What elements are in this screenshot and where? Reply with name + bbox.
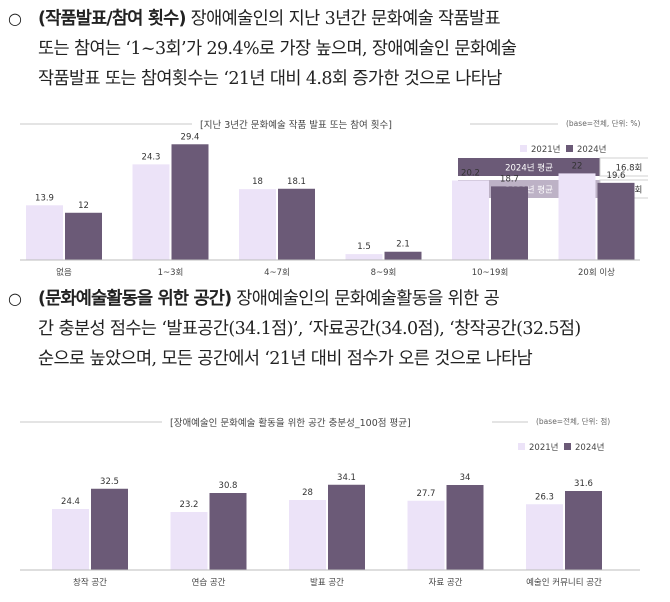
category-label: 20회 이상	[578, 267, 615, 278]
chart-svg: [장애예술인 문화예술 활동을 위한 공간 충분성_100점 평균] (base=…	[20, 416, 640, 588]
section1-line3: 작품발표 또는 참여횟수는 ‘21년 대비 4.8회 증가한 것으로 나타남	[38, 69, 502, 89]
summary-label-cell	[458, 158, 600, 176]
category-label: 없음	[56, 268, 72, 278]
bar-value-label: 24.3	[142, 152, 161, 162]
section2-heading: (문화예술활동을 위한 공간)	[38, 289, 232, 309]
chart-svg: [지난 3년간 문화예술 작품 발표 또는 참여 횟수] (base=전체, 단위…	[20, 118, 648, 278]
bar-2021	[289, 500, 326, 570]
category-label: 예술인 커뮤니티 공간	[526, 577, 602, 588]
category-label: 10~19회	[472, 268, 509, 278]
section2-line2: 간 충분성 점수는 ‘발표공간(34.1점)’, ‘자료공간(34.0점), ‘…	[38, 319, 581, 339]
section1-line2: 또는 참여는 ‘1~3회’가 29.4%로 가장 높으며, 장애예술인 문화예술	[38, 39, 517, 59]
bar-2024	[491, 186, 528, 260]
bar-value-label: 30.8	[219, 481, 238, 491]
summary-value: 16.8회	[616, 164, 643, 174]
category-label: 4~7회	[264, 268, 290, 278]
bar-2021	[52, 509, 89, 570]
bar-value-label: 13.9	[35, 193, 54, 203]
bar-2024	[171, 144, 209, 260]
bar-value-label: 32.5	[100, 477, 119, 487]
section1-heading: (작품발표/참여 횟수)	[38, 9, 186, 29]
legend-label: 2024년	[577, 144, 606, 155]
bar-2021	[526, 504, 563, 570]
bar-value-label: 27.7	[417, 489, 436, 499]
section2-line1: 장애예술인의 문화예술활동을 위한 공	[231, 289, 500, 309]
bullet-icon: ○	[8, 289, 22, 308]
bar-value-label: 28	[302, 488, 313, 498]
bar-2021	[239, 189, 276, 260]
section1-line1: 장애예술인의 지난 3년간 문화예술 작품발표	[185, 9, 501, 29]
bar-value-label: 19.6	[607, 171, 626, 181]
bar-2024	[278, 188, 315, 260]
legend-swatch	[564, 443, 571, 450]
legend-label: 2024년	[575, 442, 604, 453]
bar-2024	[65, 212, 102, 260]
bar-2024	[91, 488, 128, 570]
bar-2024	[565, 491, 602, 570]
section2-line3: 순으로 높았으며, 모든 공간에서 ‘21년 대비 점수가 오른 것으로 나타남	[38, 349, 533, 369]
chart-unit-note: (base=전체, 단위: 점)	[536, 416, 610, 426]
bar-value-label: 18.7	[500, 174, 519, 184]
summary-label: 2024년 평균	[505, 163, 553, 174]
bar-2021	[407, 500, 445, 570]
bar-value-label: 22	[572, 161, 583, 171]
legend-swatch	[566, 145, 573, 152]
category-label: 발표 공간	[310, 577, 344, 588]
bar-2024	[597, 182, 635, 260]
bar-value-label: 23.2	[180, 500, 199, 510]
bar-value-label: 2.1	[396, 240, 410, 250]
bar-2021	[26, 205, 63, 260]
bar-value-label: 18	[252, 177, 263, 187]
bar-value-label: 18.1	[287, 177, 306, 187]
bar-2021	[558, 173, 596, 260]
section1-paragraph: ○ (작품발표/참여 횟수) 장애예술인의 지난 3년간 문화예술 작품발표 또는…	[8, 4, 664, 94]
chart-title: [장애예술인 문화예술 활동을 위한 공간 충분성_100점 평균]	[170, 417, 411, 429]
bar-2021	[452, 180, 489, 260]
bar-value-label: 26.3	[535, 492, 554, 502]
bullet-icon: ○	[8, 9, 22, 28]
category-label: 8~9회	[371, 268, 397, 278]
category-label: 1~3회	[158, 268, 184, 278]
summary-label: 2021년 평균	[505, 185, 553, 196]
legend-swatch	[518, 443, 525, 450]
category-label: 창작 공간	[73, 577, 107, 588]
bar-2024	[209, 493, 247, 570]
bar-2021	[345, 254, 383, 260]
bar-2024	[328, 484, 365, 570]
summary-value-cell	[599, 157, 648, 177]
category-label: 자료 공간	[429, 577, 463, 588]
category-label: 연습 공간	[192, 577, 226, 588]
chart-space-sufficiency: [장애예술인 문화예술 활동을 위한 공간 충분성_100점 평균] (base=…	[18, 402, 648, 598]
bar-value-label: 34.1	[337, 473, 356, 483]
bar-value-label: 29.4	[181, 132, 200, 142]
bar-2021	[170, 512, 208, 570]
legend-label: 2021년	[531, 144, 560, 155]
section2-paragraph: ○ (문화예술활동을 위한 공간) 장애예술인의 문화예술활동을 위한 공 간 충…	[8, 284, 664, 374]
bar-2021	[132, 164, 170, 260]
bar-value-label: 31.6	[574, 479, 593, 489]
chart-participation-count: [지난 3년간 문화예술 작품 발표 또는 참여 횟수] (base=전체, 단위…	[18, 108, 648, 280]
bar-value-label: 34	[460, 473, 471, 483]
chart-unit-note: (base=전체, 단위: %)	[566, 118, 640, 128]
bar-value-label: 20.2	[461, 168, 480, 178]
bar-value-label: 24.4	[61, 497, 80, 507]
bar-2024	[446, 485, 484, 570]
legend-swatch	[520, 145, 527, 152]
bar-2024	[384, 251, 422, 260]
chart-title: [지난 3년간 문화예술 작품 발표 또는 참여 횟수]	[200, 119, 392, 131]
bar-value-label: 12	[78, 201, 89, 211]
bar-value-label: 1.5	[357, 242, 371, 252]
legend-label: 2021년	[529, 442, 558, 453]
